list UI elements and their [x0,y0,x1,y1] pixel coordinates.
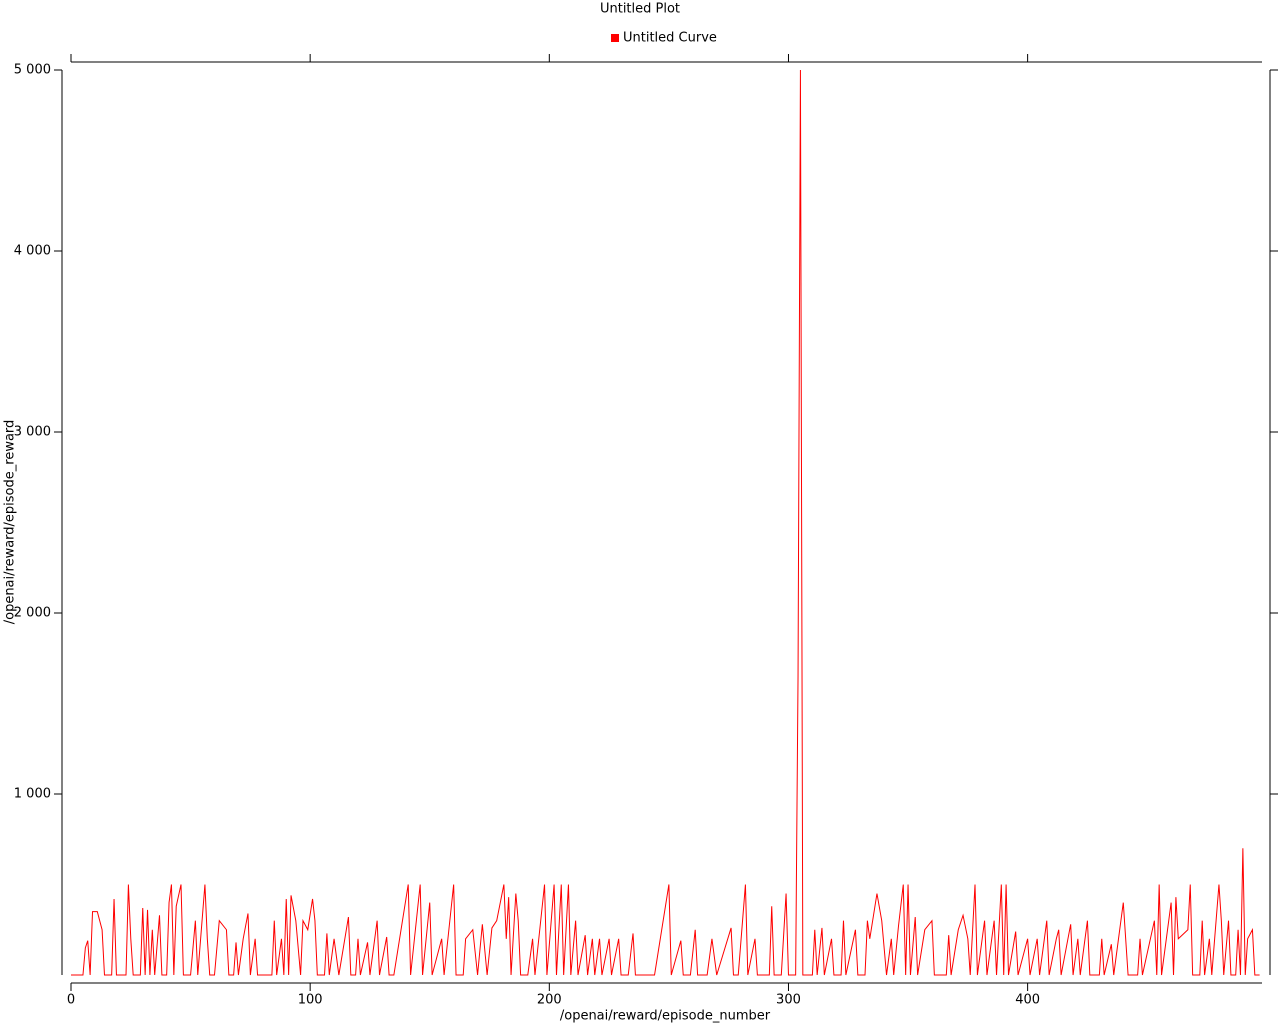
chart-title: Untitled Plot [600,2,680,17]
data-line [71,69,1260,976]
x-tick-label: 200 [537,993,562,1008]
y-tick-label: 2 000 [14,606,51,621]
y-tick-label: 3 000 [14,425,51,440]
x-tick-label: 100 [298,993,323,1008]
x-tick-label: 400 [1015,993,1040,1008]
y-tick-label: 1 000 [14,787,51,802]
y-tick-label: 4 000 [14,244,51,259]
y-axis-label: /openai/reward/episode_reward [3,420,18,625]
y-tick-label: 5 000 [14,63,51,78]
legend-swatch [611,34,619,42]
x-axis-label: /openai/reward/episode_number [560,1009,771,1024]
x-tick-label: 300 [776,993,801,1008]
x-tick-label: 0 [67,993,75,1008]
legend-label: Untitled Curve [623,31,717,46]
